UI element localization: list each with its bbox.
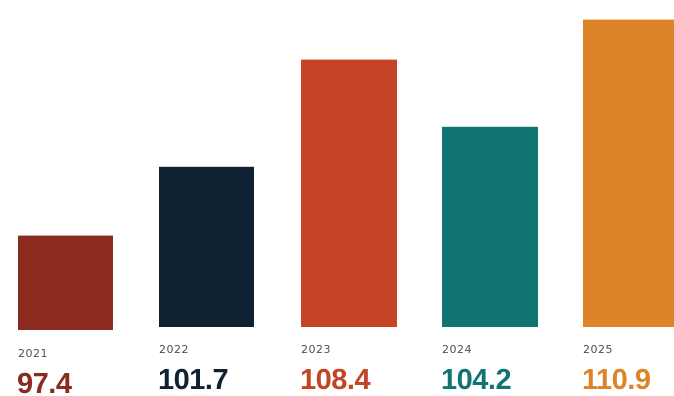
- category-label-2023: 2023: [301, 343, 331, 356]
- bar-2023: [301, 59, 397, 327]
- labels-group: 2021 97.4 2022 101.7 2023 108.4 2024 104.2 2025 1…: [17, 343, 651, 396]
- bar-2021: [18, 235, 113, 330]
- value-label-2024: 104.2: [441, 364, 511, 396]
- bar-2024: [442, 126, 538, 327]
- bar-2025: [583, 19, 674, 327]
- bars-group: [18, 19, 674, 330]
- category-label-2025: 2025: [583, 343, 613, 356]
- value-label-2023: 108.4: [300, 364, 370, 396]
- value-label-2025: 110.9: [582, 364, 651, 396]
- category-label-2022: 2022: [159, 343, 189, 356]
- value-label-2021: 97.4: [17, 368, 72, 396]
- category-label-2021: 2021: [18, 347, 48, 360]
- category-label-2024: 2024: [442, 343, 472, 356]
- bar-2022: [159, 166, 254, 327]
- value-label-2022: 101.7: [158, 364, 228, 396]
